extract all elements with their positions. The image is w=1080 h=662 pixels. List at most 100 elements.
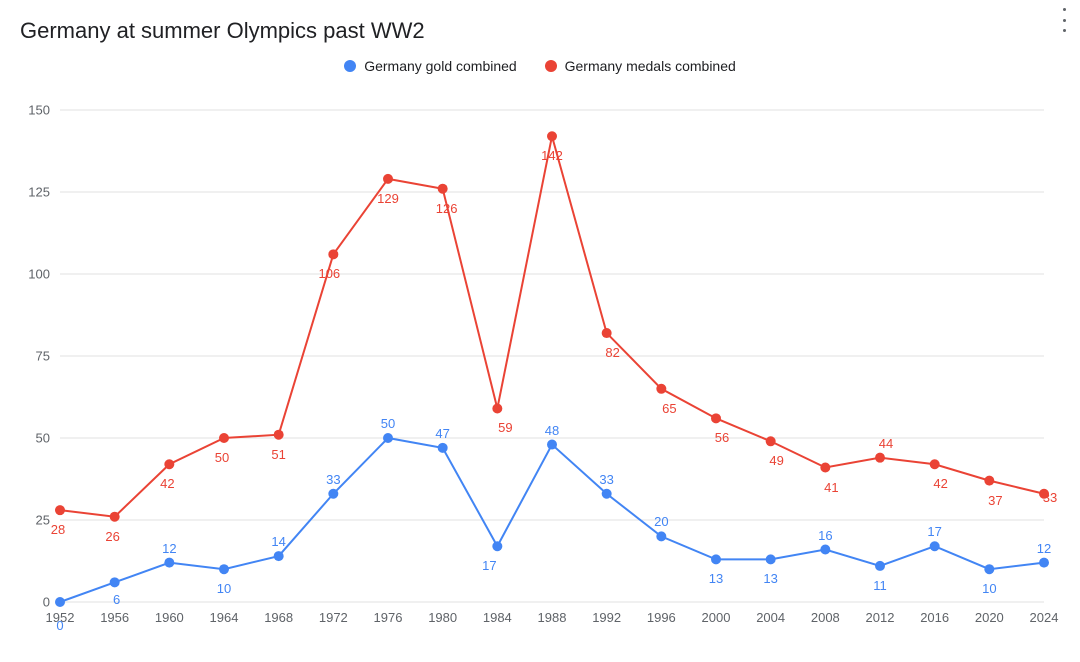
data-point-gold[interactable]: [274, 551, 284, 561]
data-point-gold[interactable]: [55, 597, 65, 607]
x-axis-label: 1996: [647, 610, 676, 625]
x-axis-label: 2024: [1030, 610, 1059, 625]
data-label-gold: 33: [599, 472, 613, 487]
data-point-medals[interactable]: [164, 459, 174, 469]
data-label-gold: 11: [873, 578, 887, 593]
data-point-gold[interactable]: [766, 554, 776, 564]
data-label-gold: 10: [217, 581, 231, 596]
data-label-gold: 12: [1037, 541, 1051, 556]
data-point-gold[interactable]: [328, 489, 338, 499]
data-label-medals: 65: [662, 401, 676, 416]
data-point-gold[interactable]: [110, 577, 120, 587]
data-point-gold[interactable]: [602, 489, 612, 499]
legend-item-gold[interactable]: Germany gold combined: [344, 58, 517, 74]
y-axis-label: 50: [20, 431, 50, 446]
data-label-medals: 33: [1043, 490, 1057, 505]
data-point-gold[interactable]: [438, 443, 448, 453]
legend-dot-gold: [344, 60, 356, 72]
x-axis-label: 1956: [100, 610, 129, 625]
y-axis-label: 100: [20, 267, 50, 282]
data-point-medals[interactable]: [930, 459, 940, 469]
data-point-gold[interactable]: [656, 531, 666, 541]
x-axis-label: 2012: [866, 610, 895, 625]
data-label-medals: 42: [160, 476, 174, 491]
data-label-medals: 41: [824, 480, 838, 495]
chart-title: Germany at summer Olympics past WW2: [20, 18, 425, 44]
data-point-gold[interactable]: [875, 561, 885, 571]
x-axis-label: 1960: [155, 610, 184, 625]
data-point-medals[interactable]: [984, 476, 994, 486]
data-point-gold[interactable]: [547, 440, 557, 450]
data-label-gold: 13: [709, 571, 723, 586]
data-label-gold: 50: [381, 416, 395, 431]
y-axis-label: 0: [20, 595, 50, 610]
data-label-medals: 106: [318, 266, 340, 281]
data-label-gold: 17: [927, 524, 941, 539]
data-point-medals[interactable]: [875, 453, 885, 463]
data-label-medals: 126: [436, 201, 458, 216]
data-point-gold[interactable]: [984, 564, 994, 574]
data-label-medals: 56: [715, 430, 729, 445]
x-axis-label: 1972: [319, 610, 348, 625]
data-point-medals[interactable]: [438, 184, 448, 194]
data-point-medals[interactable]: [110, 512, 120, 522]
x-axis-label: 2008: [811, 610, 840, 625]
data-point-medals[interactable]: [711, 413, 721, 423]
more-options-icon[interactable]: [1056, 6, 1072, 34]
data-label-medals: 42: [933, 476, 947, 491]
data-point-medals[interactable]: [219, 433, 229, 443]
data-label-medals: 44: [879, 436, 893, 451]
data-point-gold[interactable]: [820, 545, 830, 555]
legend-label-gold: Germany gold combined: [364, 58, 517, 74]
x-axis-label: 1976: [374, 610, 403, 625]
x-axis-label: 2016: [920, 610, 949, 625]
data-label-gold: 12: [162, 541, 176, 556]
data-label-medals: 50: [215, 450, 229, 465]
data-label-gold: 33: [326, 472, 340, 487]
data-point-gold[interactable]: [164, 558, 174, 568]
data-point-gold[interactable]: [1039, 558, 1049, 568]
chart-plot-area: 0255075100125150195219561960196419681972…: [20, 92, 1060, 632]
legend-item-medals[interactable]: Germany medals combined: [545, 58, 736, 74]
data-point-medals[interactable]: [55, 505, 65, 515]
x-axis-label: 1992: [592, 610, 621, 625]
x-axis-label: 2000: [702, 610, 731, 625]
data-label-medals: 26: [105, 529, 119, 544]
data-point-medals[interactable]: [383, 174, 393, 184]
x-axis-label: 1984: [483, 610, 512, 625]
data-label-medals: 37: [988, 493, 1002, 508]
data-point-gold[interactable]: [219, 564, 229, 574]
data-point-medals[interactable]: [820, 463, 830, 473]
data-point-gold[interactable]: [711, 554, 721, 564]
data-label-gold: 10: [982, 581, 996, 596]
data-point-gold[interactable]: [383, 433, 393, 443]
y-axis-label: 25: [20, 513, 50, 528]
x-axis-label: 2020: [975, 610, 1004, 625]
legend-label-medals: Germany medals combined: [565, 58, 736, 74]
data-point-medals[interactable]: [274, 430, 284, 440]
data-point-medals[interactable]: [492, 403, 502, 413]
data-point-medals[interactable]: [602, 328, 612, 338]
data-label-medals: 82: [605, 345, 619, 360]
data-label-medals: 59: [498, 420, 512, 435]
data-label-gold: 6: [113, 592, 120, 607]
data-label-medals: 51: [271, 447, 285, 462]
data-point-medals[interactable]: [766, 436, 776, 446]
x-axis-label: 1988: [538, 610, 567, 625]
data-point-gold[interactable]: [492, 541, 502, 551]
data-point-gold[interactable]: [930, 541, 940, 551]
data-label-gold: 48: [545, 423, 559, 438]
y-axis-label: 125: [20, 185, 50, 200]
data-label-gold: 17: [482, 558, 496, 573]
x-axis-label: 1968: [264, 610, 293, 625]
data-point-medals[interactable]: [547, 131, 557, 141]
data-point-medals[interactable]: [328, 249, 338, 259]
data-label-gold: 47: [435, 426, 449, 441]
data-label-medals: 49: [769, 453, 783, 468]
y-axis-label: 150: [20, 103, 50, 118]
data-point-medals[interactable]: [656, 384, 666, 394]
x-axis-label: 2004: [756, 610, 785, 625]
data-label-gold: 0: [56, 618, 63, 633]
data-label-medals: 129: [377, 191, 399, 206]
legend-dot-medals: [545, 60, 557, 72]
